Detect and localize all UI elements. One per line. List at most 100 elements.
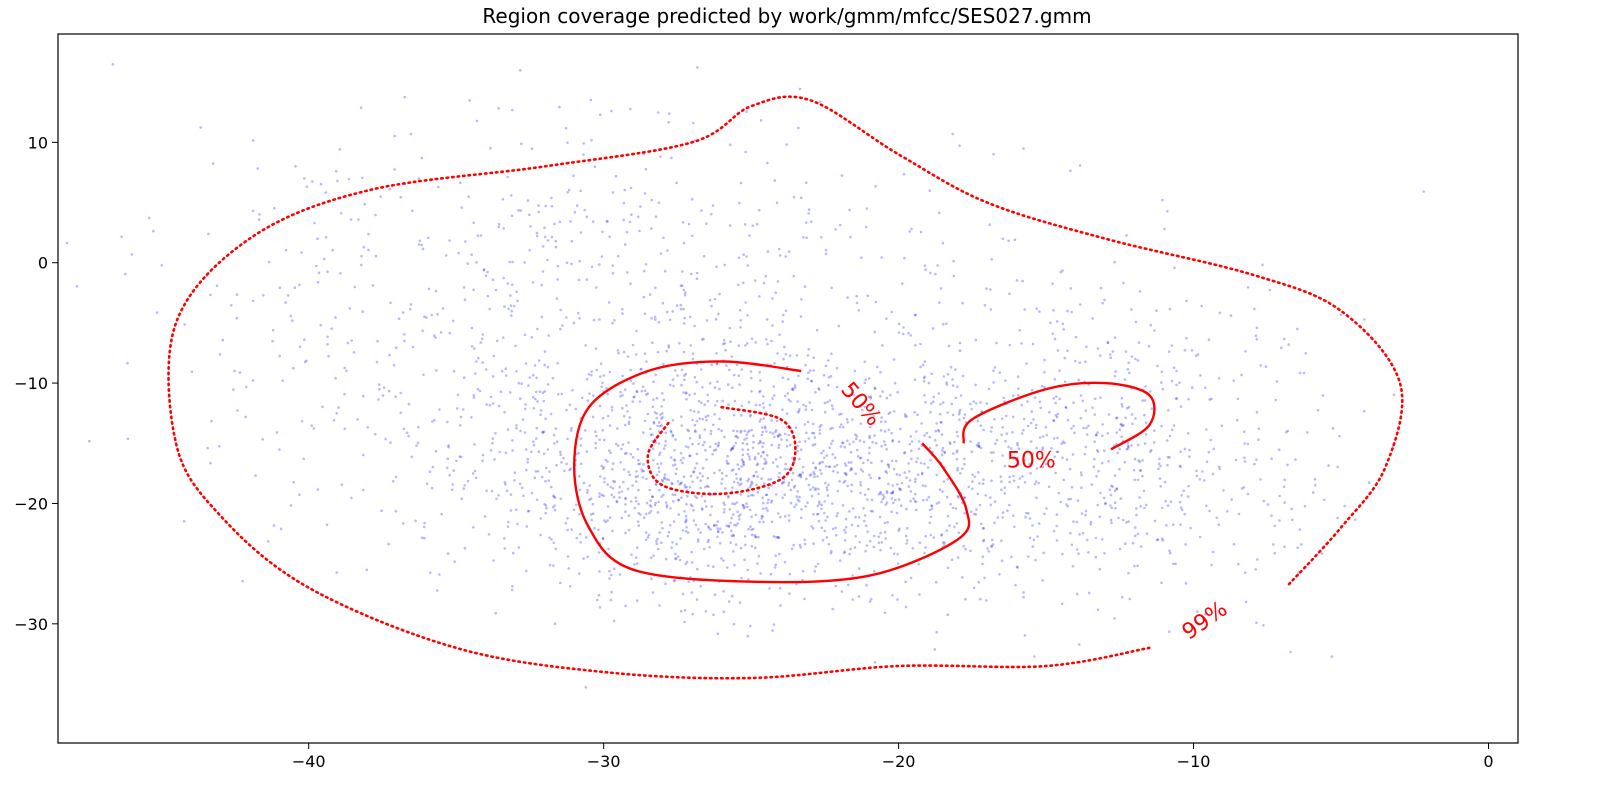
scatter-point	[857, 309, 860, 312]
scatter-point	[738, 483, 741, 487]
scatter-point	[1103, 449, 1106, 452]
scatter-point	[723, 435, 726, 439]
scatter-point	[879, 395, 882, 398]
scatter-point	[427, 287, 431, 291]
scatter-point	[305, 185, 309, 188]
scatter-point	[1118, 447, 1121, 451]
scatter-point	[887, 412, 890, 416]
scatter-point	[1163, 227, 1166, 231]
scatter-point	[1166, 455, 1170, 459]
scatter-point	[879, 531, 882, 535]
scatter-point	[591, 415, 595, 419]
scatter-point	[746, 264, 750, 267]
scatter-point	[892, 358, 896, 361]
scatter-point	[853, 369, 857, 373]
scatter-point	[806, 354, 810, 357]
scatter-point	[509, 391, 512, 394]
scatter-point	[946, 478, 949, 481]
scatter-point	[627, 420, 631, 424]
scatter-point	[1087, 551, 1090, 554]
scatter-point	[1130, 444, 1133, 447]
scatter-point	[777, 512, 780, 515]
scatter-point	[741, 503, 745, 507]
scatter-point	[506, 428, 510, 431]
scatter-point	[472, 396, 476, 399]
scatter-point	[517, 209, 520, 212]
scatter-point	[555, 463, 558, 467]
scatter-point	[762, 417, 765, 420]
scatter-point	[1120, 396, 1124, 400]
scatter-point	[609, 598, 613, 602]
scatter-point	[785, 143, 788, 146]
scatter-point	[744, 543, 747, 547]
scatter-point	[1135, 513, 1138, 517]
scatter-point	[1054, 471, 1057, 475]
scatter-point	[1085, 433, 1089, 436]
scatter-point	[619, 395, 622, 398]
scatter-point	[730, 469, 734, 472]
scatter-point	[744, 344, 747, 347]
scatter-point	[1126, 447, 1130, 451]
scatter-point	[964, 597, 967, 601]
scatter-point	[1033, 655, 1036, 658]
scatter-point	[1016, 463, 1020, 466]
scatter-point	[616, 254, 620, 258]
scatter-point	[721, 399, 724, 403]
scatter-point	[689, 503, 693, 507]
scatter-point	[633, 395, 636, 399]
scatter-point	[494, 432, 497, 435]
scatter-point	[771, 432, 775, 435]
scatter-point	[566, 528, 569, 532]
scatter-point	[751, 224, 754, 228]
scatter-point	[708, 298, 712, 302]
scatter-point	[716, 632, 720, 636]
scatter-point	[570, 262, 573, 266]
scatter-point	[257, 218, 261, 221]
scatter-point	[603, 519, 606, 522]
scatter-point	[565, 408, 568, 412]
scatter-point	[732, 413, 736, 417]
scatter-point	[209, 461, 212, 465]
scatter-point	[687, 580, 690, 583]
scatter-point	[699, 585, 703, 588]
scatter-point	[1055, 395, 1058, 398]
scatter-point	[463, 298, 467, 302]
scatter-point	[452, 469, 456, 472]
scatter-point	[682, 350, 686, 354]
scatter-point	[675, 304, 679, 307]
scatter-point	[990, 426, 994, 429]
scatter-point	[695, 496, 698, 500]
scatter-point	[783, 560, 787, 564]
scatter-point	[654, 286, 657, 290]
scatter-point	[681, 461, 684, 465]
scatter-point	[552, 494, 555, 498]
scatter-point	[635, 599, 639, 602]
scatter-point	[1003, 492, 1007, 495]
scatter-point	[403, 95, 407, 99]
scatter-point	[906, 539, 909, 542]
scatter-point	[636, 215, 640, 219]
scatter-point	[519, 429, 522, 433]
scatter-point	[559, 450, 562, 454]
scatter-point	[710, 363, 713, 367]
scatter-point	[631, 484, 634, 487]
scatter-point	[435, 589, 439, 592]
scatter-point	[1178, 500, 1182, 504]
scatter-point	[954, 507, 958, 510]
scatter-point	[891, 490, 895, 493]
scatter-point	[823, 529, 827, 533]
scatter-point	[510, 214, 514, 218]
scatter-point	[1030, 389, 1034, 392]
scatter-point	[1158, 477, 1162, 480]
scatter-point	[1118, 467, 1121, 471]
scatter-point	[977, 445, 981, 448]
scatter-point	[1133, 457, 1137, 461]
scatter-point	[438, 573, 441, 576]
scatter-point	[682, 391, 685, 394]
scatter-point	[1012, 474, 1015, 478]
scatter-point	[1286, 429, 1290, 433]
scatter-point	[608, 370, 612, 374]
scatter-point	[770, 520, 774, 524]
scatter-point	[940, 533, 943, 536]
scatter-point	[589, 497, 593, 500]
